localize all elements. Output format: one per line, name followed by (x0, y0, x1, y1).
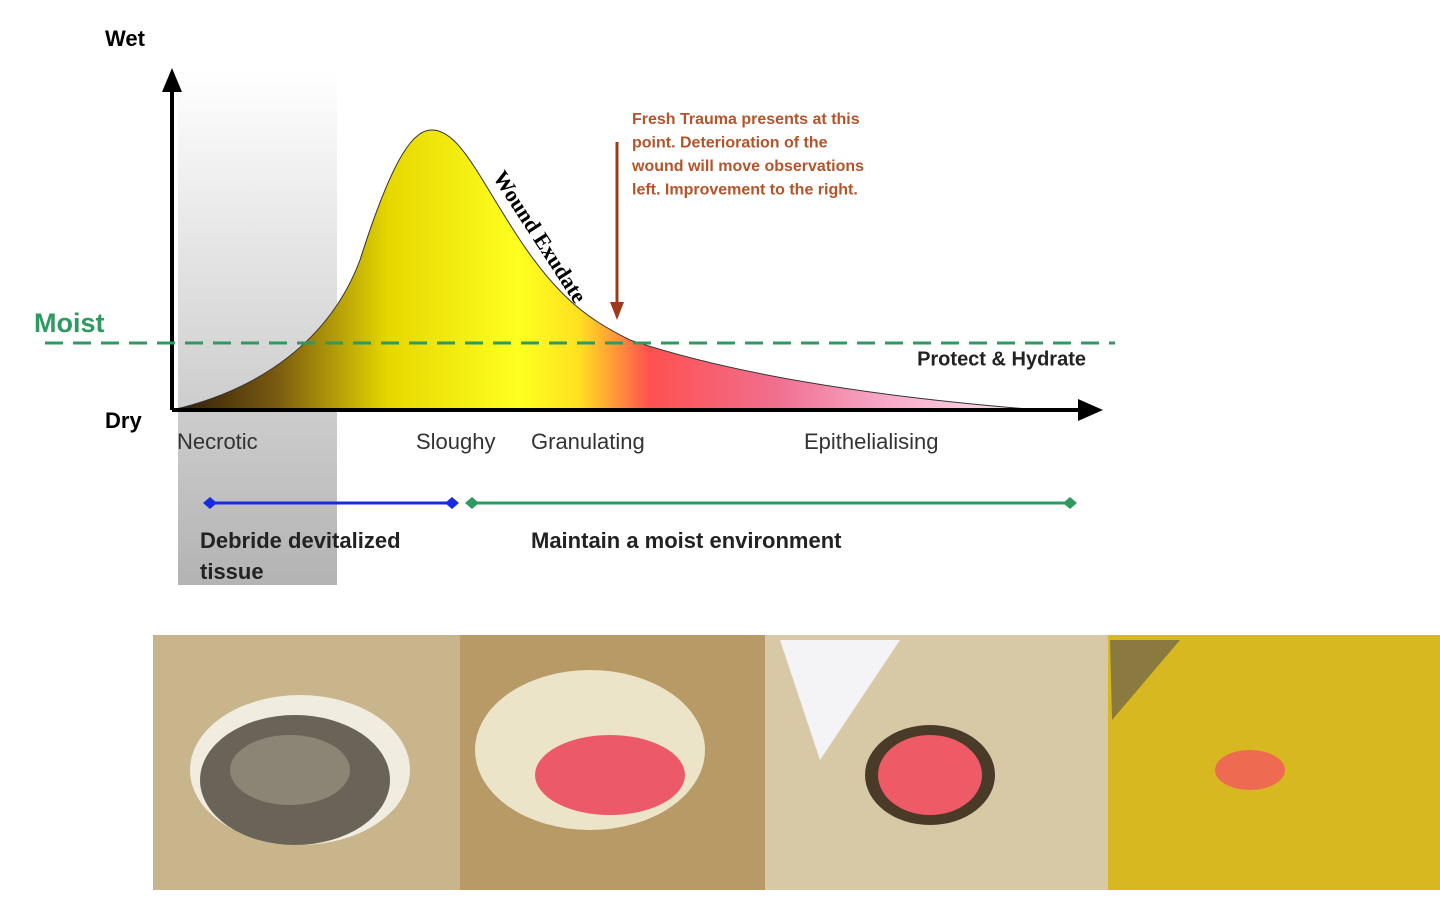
photo-detail (780, 640, 900, 760)
debride-label: tissue (200, 559, 264, 584)
stage-label: Necrotic (177, 429, 258, 454)
photo-detail (1215, 750, 1285, 790)
photo-detail (878, 735, 982, 815)
range-end (203, 497, 217, 509)
range-end (445, 497, 459, 509)
annotation-line: Fresh Trauma presents at this (632, 111, 860, 128)
y-arrow (162, 68, 182, 92)
protect-label: Protect & Hydrate (917, 348, 1086, 370)
trauma-arrowhead (610, 302, 624, 320)
annotation-line: point. Deterioration of the (632, 135, 828, 152)
wet-label: Wet (105, 26, 146, 51)
wound-photos (153, 635, 1440, 890)
annotation-line: wound will move observations (631, 158, 864, 175)
debride-label: Debride devitalized (200, 528, 401, 553)
photo-detail (230, 735, 350, 805)
range-end (465, 497, 479, 509)
annotation-line: left. Improvement to the right. (632, 182, 858, 199)
stage-label: Epithelialising (804, 429, 939, 454)
exudate-curve (171, 129, 1041, 411)
dry-label: Dry (105, 408, 142, 433)
stage-label: Granulating (531, 429, 645, 454)
photo-detail (535, 735, 685, 815)
range-end (1063, 497, 1077, 509)
stage-label: Sloughy (416, 429, 496, 454)
photo-detail (1110, 640, 1180, 720)
x-arrow (1078, 399, 1103, 421)
maintain-label: Maintain a moist environment (531, 528, 842, 553)
necrotic-band (178, 70, 337, 585)
moist-label: Moist (34, 308, 105, 338)
